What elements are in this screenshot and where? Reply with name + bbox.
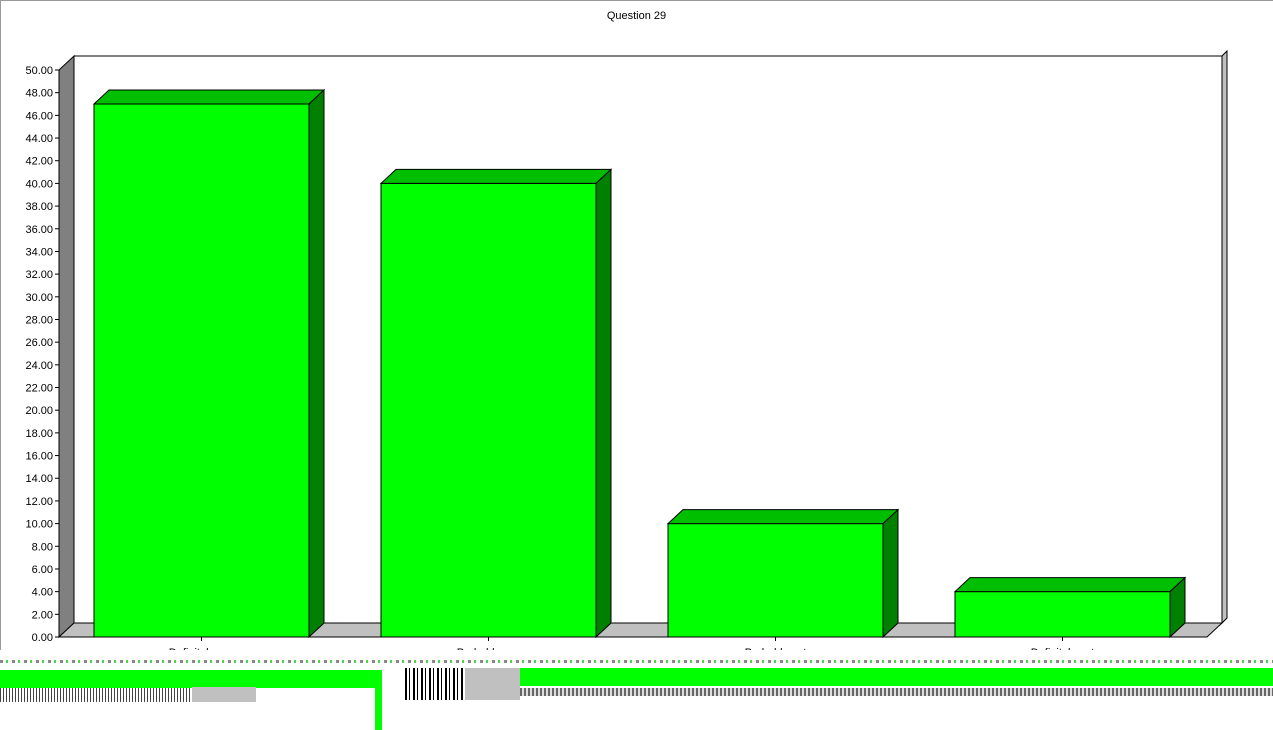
- bar-side: [595, 168, 612, 639]
- bar-front: [93, 103, 310, 638]
- y-tick-label: 48.00: [25, 88, 53, 100]
- render-artifact: [0, 688, 192, 702]
- y-tick-label: 30.00: [25, 292, 53, 304]
- render-artifact: [405, 668, 465, 700]
- x-tick-label: Definitely yes: [169, 647, 235, 650]
- chart-frame: [0, 0, 1273, 650]
- bar-3: [666, 508, 900, 639]
- y-tick-label: 36.00: [25, 224, 53, 236]
- y-tick-label: 50.00: [25, 65, 53, 77]
- render-artifact-strip: [0, 650, 1273, 730]
- y-tick-label: 26.00: [25, 337, 53, 349]
- bar-4: [953, 576, 1187, 639]
- bar-1: [92, 88, 326, 639]
- y-tick-label: 0.00: [32, 632, 53, 644]
- y-tick-label: 32.00: [25, 269, 53, 281]
- render-artifact: [0, 670, 382, 688]
- bar-chart: 0.00 2.00 4.00 6.00 8.00 10.00 12.00 14.00 16.00…: [25, 49, 1228, 650]
- bar-top: [379, 168, 613, 184]
- bar-side: [1169, 576, 1186, 639]
- x-tick-label: Definitely not: [1031, 647, 1095, 650]
- y-tick-label: 18.00: [25, 428, 53, 440]
- render-artifact: [192, 687, 256, 702]
- y-tick-label: 34.00: [25, 246, 53, 258]
- bar-front: [954, 591, 1171, 638]
- y-tick-label: 8.00: [32, 541, 53, 553]
- y-axis: 0.00 2.00 4.00 6.00 8.00 10.00 12.00 14.00 16.00…: [25, 65, 59, 644]
- render-artifact: [465, 668, 520, 700]
- y-tick-label: 14.00: [25, 473, 53, 485]
- y-tick-label: 42.00: [25, 156, 53, 168]
- render-artifact: [0, 660, 1273, 663]
- bar-front: [667, 523, 884, 638]
- y-tick-label: 16.00: [25, 451, 53, 463]
- y-tick-label: 2.00: [32, 609, 53, 621]
- y-tick-label: 12.00: [25, 496, 53, 508]
- bar-front: [380, 182, 597, 638]
- y-tick-label: 24.00: [25, 360, 53, 372]
- y-tick-label: 46.00: [25, 110, 53, 122]
- y-tick-label: 38.00: [25, 201, 53, 213]
- y-tick-label: 20.00: [25, 405, 53, 417]
- bar-top: [953, 577, 1187, 593]
- bar-2: [379, 168, 613, 639]
- x-tick-label: Probably yes: [457, 647, 521, 650]
- render-artifact: [520, 668, 1273, 686]
- y-tick-label: 44.00: [25, 133, 53, 145]
- left-wall: [58, 54, 75, 639]
- render-artifact: [375, 688, 382, 730]
- bar-side: [882, 508, 899, 639]
- bar-top: [92, 89, 326, 105]
- y-tick-label: 10.00: [25, 519, 53, 531]
- bar-side: [308, 88, 325, 639]
- back-wall-edge: [1221, 49, 1228, 625]
- render-artifact: [520, 688, 1273, 696]
- x-axis: Definitely yes Probably yes Probably not De…: [169, 637, 1095, 650]
- chart-title: Question 29: [606, 10, 667, 22]
- x-tick-label: Probably not: [745, 647, 807, 650]
- y-tick-label: 6.00: [32, 564, 53, 576]
- bars: [92, 88, 1187, 639]
- y-tick-label: 4.00: [32, 587, 53, 599]
- y-tick-label: 40.00: [25, 178, 53, 190]
- y-tick-label: 28.00: [25, 314, 53, 326]
- y-tick-label: 22.00: [25, 383, 53, 395]
- bar-top: [666, 509, 900, 525]
